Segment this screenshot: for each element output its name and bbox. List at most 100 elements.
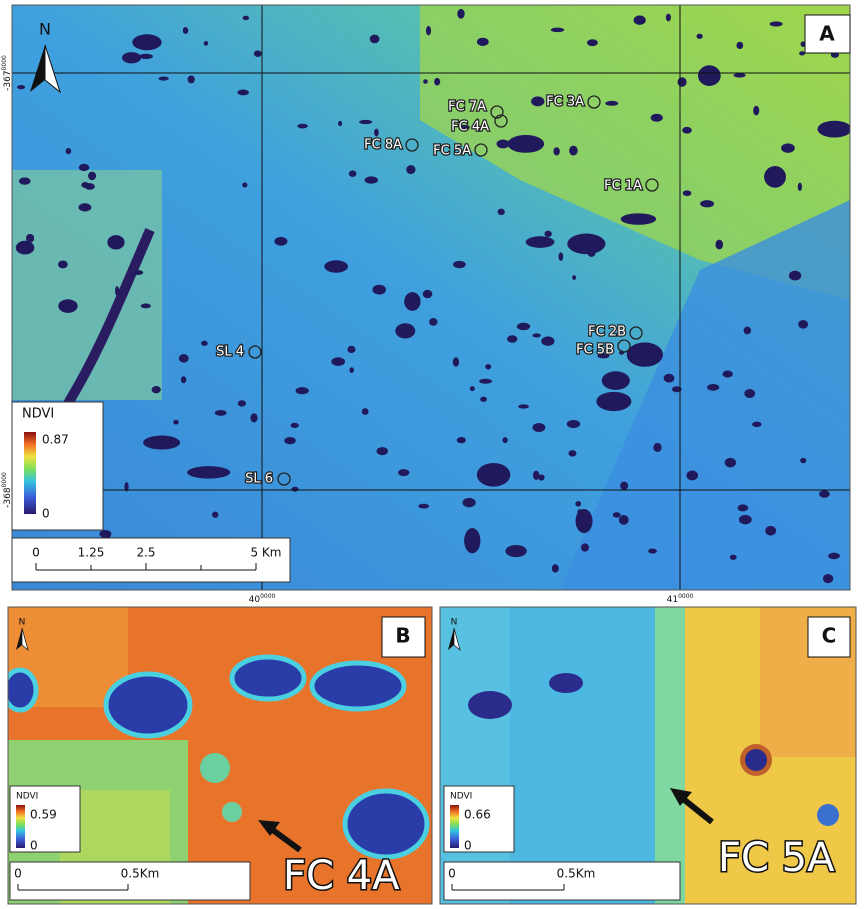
- pond: [476, 37, 489, 46]
- pond: [818, 490, 830, 498]
- pond: [765, 525, 777, 536]
- legend-title: NDVI: [16, 792, 38, 802]
- pond: [250, 413, 258, 423]
- pond: [551, 564, 559, 573]
- frame: [7, 606, 433, 905]
- pond: [518, 404, 529, 409]
- site-label: FC 2B: [588, 325, 626, 340]
- scale-box: [9, 861, 251, 901]
- site-marker: [587, 95, 601, 109]
- y-coord: -3670000: [1, 55, 13, 91]
- coord-sup: 0000: [678, 593, 693, 600]
- pond: [569, 145, 578, 156]
- pond: [665, 13, 671, 22]
- pond: [558, 252, 564, 261]
- pond: [502, 437, 508, 444]
- x-coord: 400000: [249, 593, 276, 605]
- pond: [497, 208, 505, 216]
- pond: [237, 400, 247, 407]
- pond: [626, 342, 663, 367]
- pond: [65, 147, 72, 155]
- pond: [359, 119, 373, 125]
- scale-label: 0: [448, 867, 456, 881]
- pond: [338, 120, 343, 127]
- legend-ramp: [450, 805, 459, 848]
- pond: [222, 802, 242, 822]
- pond: [452, 357, 460, 367]
- pond: [290, 422, 299, 428]
- pond: [457, 8, 465, 19]
- pond: [434, 77, 441, 86]
- pond: [671, 386, 682, 393]
- pond: [297, 123, 308, 129]
- callout: FC 4A: [283, 853, 400, 899]
- pond: [577, 509, 583, 516]
- scale-label: 0.5Km: [557, 867, 596, 881]
- north-arrow: [453, 627, 461, 651]
- panel-label: C: [822, 624, 837, 648]
- pond: [78, 163, 90, 172]
- pond: [58, 299, 78, 313]
- x-coord: 410000: [667, 593, 694, 605]
- scale-label: 1.25: [78, 546, 105, 560]
- pond: [753, 105, 760, 116]
- legend-title: NDVI: [450, 792, 472, 802]
- pond: [480, 396, 487, 402]
- site-marker: [645, 178, 659, 192]
- pond: [682, 126, 692, 134]
- pond: [476, 462, 511, 487]
- pond: [398, 469, 410, 477]
- north-arrow: [448, 628, 454, 650]
- pond: [25, 233, 35, 243]
- pond: [133, 270, 144, 275]
- coord-sup: 0000: [1, 55, 8, 70]
- field: [420, 5, 850, 300]
- pond: [822, 574, 834, 584]
- panel-label: B: [395, 624, 410, 648]
- pond: [404, 292, 421, 311]
- pond: [549, 673, 583, 693]
- pond: [57, 260, 68, 269]
- pond: [828, 552, 840, 560]
- pond: [541, 336, 555, 346]
- pond: [531, 96, 545, 107]
- pond: [214, 410, 227, 416]
- pond: [544, 230, 552, 238]
- pond: [568, 450, 577, 457]
- pond: [429, 317, 438, 326]
- pond: [469, 386, 475, 392]
- pond: [212, 511, 219, 518]
- site-label: FC 4A: [451, 120, 489, 135]
- pond: [138, 53, 153, 60]
- pond: [309, 660, 407, 712]
- legend-max: 0.87: [42, 433, 69, 447]
- field: [440, 607, 510, 904]
- pond: [201, 340, 208, 346]
- pond: [237, 89, 250, 96]
- pond: [295, 387, 309, 395]
- site-marker: [277, 472, 291, 486]
- pond: [458, 124, 470, 131]
- legend-min: 0: [464, 839, 472, 853]
- pond: [648, 548, 657, 554]
- scale-label: 0: [14, 867, 22, 881]
- pond: [422, 289, 433, 299]
- pond: [406, 165, 416, 175]
- site-label: FC 5A: [433, 144, 471, 159]
- site-marker: [474, 143, 488, 157]
- pond: [324, 260, 348, 273]
- coord-main: 40: [249, 595, 261, 605]
- pond: [620, 213, 657, 225]
- north-arrow: [30, 45, 45, 92]
- pond: [178, 354, 189, 363]
- pond: [553, 147, 560, 156]
- frame: [11, 4, 851, 591]
- site-label: FC 1A: [604, 179, 642, 194]
- north-arrow: [16, 628, 22, 650]
- pond: [633, 15, 646, 25]
- site-label: SL 6: [245, 472, 273, 487]
- pond: [507, 134, 545, 153]
- pond: [395, 323, 416, 339]
- pond: [507, 335, 518, 343]
